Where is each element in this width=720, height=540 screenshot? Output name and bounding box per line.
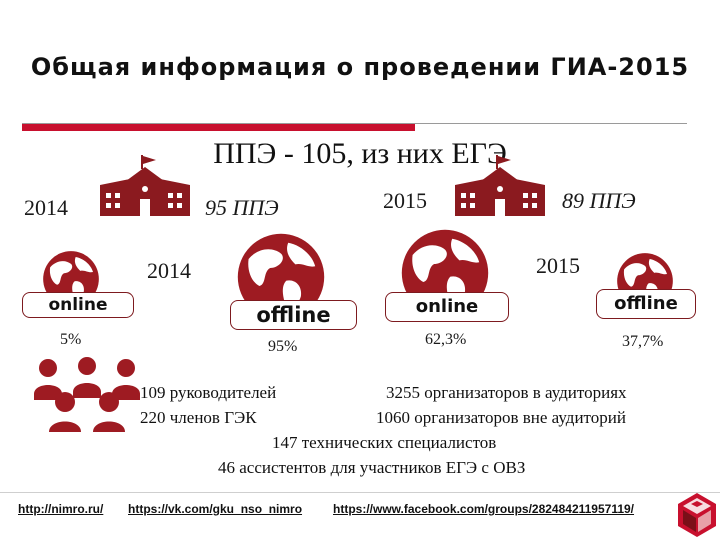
offline-badge-2015: offline [596,289,696,319]
tech-specialists-count: 147 технических специалистов [272,433,497,452]
year-2014-mid-label: 2014 [147,258,191,283]
ppe-2014-count: 95 ППЭ [205,195,279,220]
footer-divider [0,492,720,493]
ppe-2015-count: 89 ППЭ [562,188,636,213]
people-group-icon [34,357,140,432]
footer-link-facebook[interactable]: https://www.facebook.com/groups/28248421… [333,502,635,516]
offline-badge-2014: offline [230,300,357,330]
online-badge-2015: online [385,292,509,322]
title-accent-bar [22,124,415,131]
footer-link-nimro[interactable]: http://nimro.ru/ [18,502,104,516]
title-divider [22,123,687,124]
organizers-in-count: 3255 организаторов в аудиториях [386,383,627,402]
school-building-icon [455,155,545,216]
organizers-out-count: 1060 организаторов вне аудиторий [376,408,626,427]
subtitle: ППЭ - 105, из них ЕГЭ [213,137,507,170]
online-pct-2015: 62,3% [425,331,467,348]
offline-pct-2014: 95% [268,338,298,355]
year-2015-label: 2015 [383,188,427,213]
footer-link-vk[interactable]: https://vk.com/gku_nso_nimro [128,502,303,516]
offline-pct-2015: 37,7% [622,333,664,350]
school-building-icon [100,155,190,216]
gek-members-count: 220 членов ГЭК [140,408,257,427]
heads-count: 109 руководителей [140,383,277,402]
logo-icon [678,493,716,537]
online-pct-2014: 5% [60,331,82,348]
year-2014-label: 2014 [24,195,68,220]
assistants-count: 46 ассистентов для участников ЕГЭ с ОВЗ [218,458,526,477]
year-2015-mid-label: 2015 [536,253,580,278]
slide-title: Общая информация о проведении ГИА-2015 [30,53,690,81]
online-badge-2014: online [22,292,134,318]
